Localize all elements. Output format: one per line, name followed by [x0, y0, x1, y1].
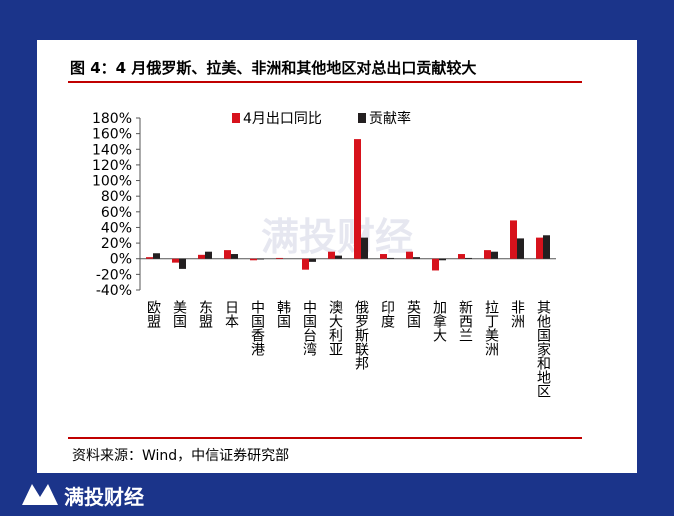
y-tick-label: 160% — [92, 127, 132, 143]
x-tick-label: 非洲 — [509, 300, 525, 328]
source: 资料来源：Wind，中信证券研究部 — [72, 448, 289, 464]
bar — [309, 258, 316, 262]
bar — [439, 258, 446, 261]
y-tick-label: 100% — [92, 174, 132, 190]
bar — [179, 258, 186, 269]
x-tick-label: 其他国家和地区 — [535, 300, 551, 398]
plot: -40%-20%0%20%40%60%80%100%120%140%160%18… — [92, 110, 556, 398]
chart-title: 图 4：4 月俄罗斯、拉美、非洲和其他地区对总出口贡献较大 — [70, 59, 476, 77]
x-tick-label: 印度 — [379, 300, 395, 328]
x-tick-label: 中国香港 — [249, 300, 265, 356]
y-tick-label: 20% — [101, 236, 132, 252]
brand: 满投财经 — [64, 485, 144, 509]
y-tick-label: -20% — [96, 267, 132, 283]
bar — [276, 257, 283, 259]
x-tick-label: 拉丁美洲 — [483, 300, 499, 356]
x-tick-label: 中国台湾 — [301, 300, 317, 356]
bar — [302, 258, 309, 270]
x-tick-label: 俄罗斯联邦 — [353, 300, 369, 370]
y-tick-label: 40% — [101, 220, 132, 236]
bar — [335, 255, 342, 259]
legend-label: 4月出口同比 — [243, 111, 322, 127]
bar — [536, 237, 543, 259]
y-tick-label: 120% — [92, 158, 132, 174]
bar — [354, 139, 361, 259]
x-tick-label: 韩国 — [275, 300, 291, 328]
y-tick-label: 60% — [101, 205, 132, 221]
bar — [484, 250, 491, 259]
x-tick-label: 澳大利亚 — [327, 300, 343, 356]
bar — [328, 251, 335, 259]
bar — [224, 250, 231, 259]
legend-swatch — [232, 113, 240, 123]
y-tick-label: 140% — [92, 142, 132, 158]
bar — [231, 254, 238, 259]
bar — [465, 257, 472, 259]
bar — [172, 258, 179, 263]
x-tick-label: 日本 — [223, 300, 239, 328]
bar — [250, 258, 257, 261]
watermark: 满投财经 — [261, 215, 413, 259]
x-tick-label: 欧盟 — [145, 300, 161, 328]
bar — [491, 251, 498, 259]
y-tick-label: 80% — [101, 189, 132, 205]
bar — [198, 254, 205, 259]
x-tick-label: 新西兰 — [457, 300, 473, 342]
legend-label: 贡献率 — [369, 110, 411, 127]
bar — [406, 251, 413, 259]
x-tick-label: 加拿大 — [431, 300, 447, 342]
y-tick-label: -40% — [96, 283, 132, 299]
bar — [517, 238, 524, 259]
bar — [413, 257, 420, 259]
logo-icon — [22, 484, 58, 505]
bar — [257, 258, 264, 260]
bar — [458, 254, 465, 259]
bar — [432, 258, 439, 271]
bar — [205, 251, 212, 259]
x-tick-label: 美国 — [171, 300, 187, 328]
x-tick-label: 英国 — [405, 299, 421, 328]
x-tick-label: 东盟 — [197, 300, 213, 328]
bar — [146, 257, 153, 259]
bar — [387, 257, 394, 259]
bar — [361, 237, 368, 259]
bar — [543, 235, 550, 259]
bar — [153, 253, 160, 259]
y-tick-label: 0% — [110, 252, 132, 268]
legend-swatch — [358, 113, 366, 123]
bar — [510, 220, 517, 259]
y-tick-label: 180% — [92, 111, 132, 127]
bar — [380, 254, 387, 259]
